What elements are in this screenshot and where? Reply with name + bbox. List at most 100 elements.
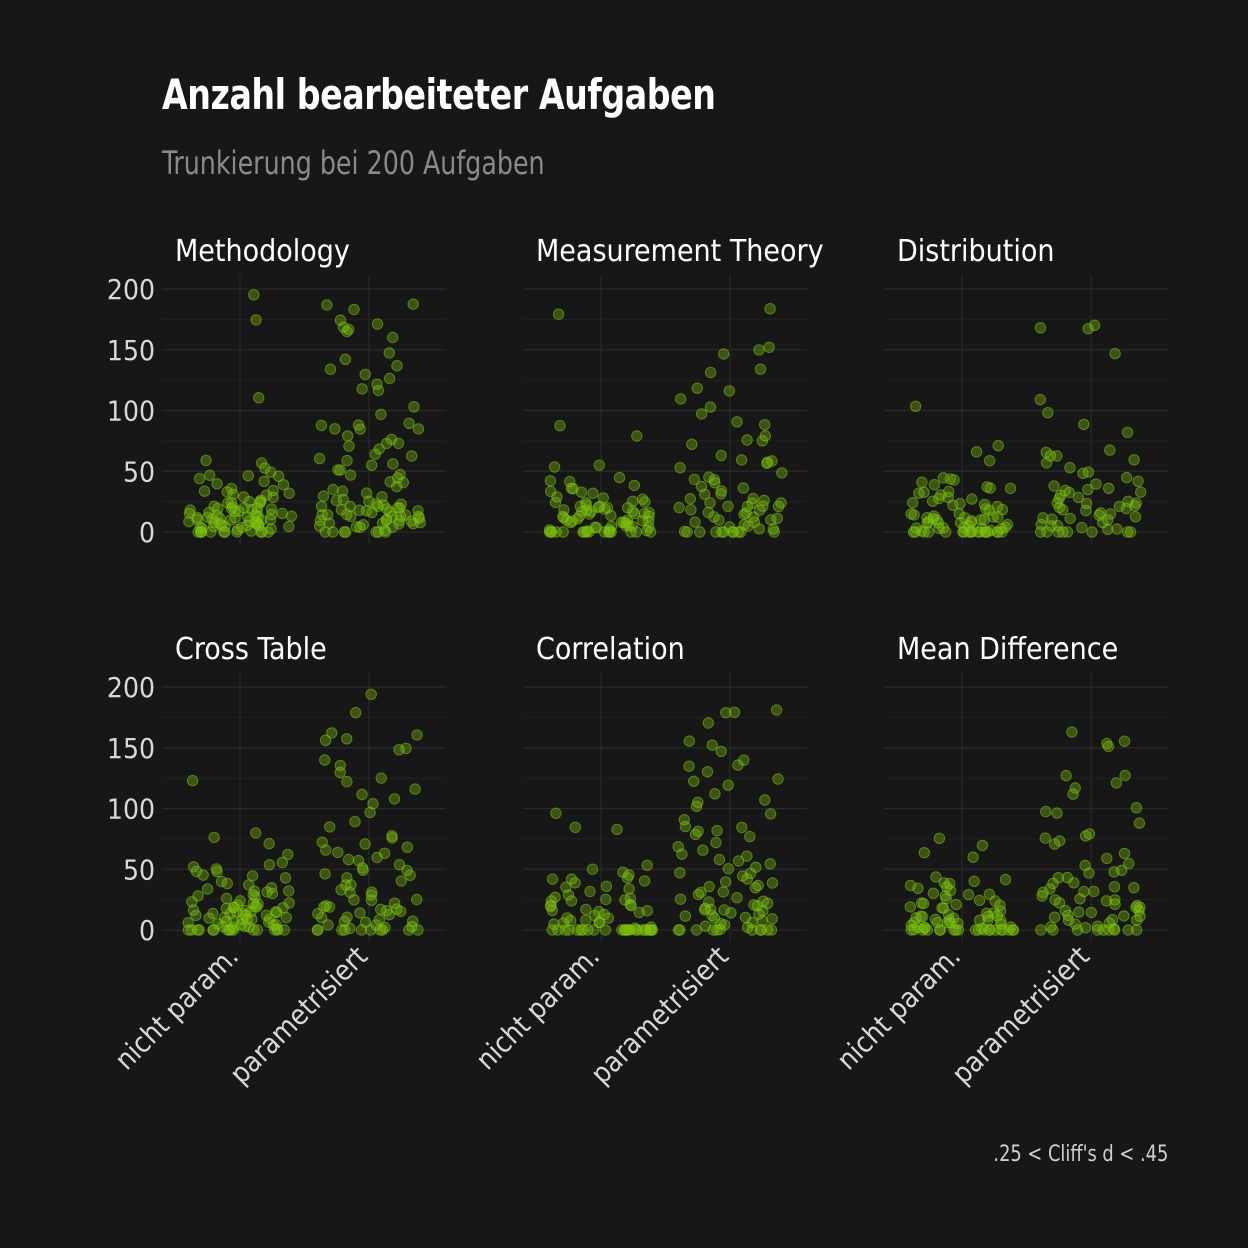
data-point	[344, 469, 357, 481]
data-point	[279, 872, 292, 884]
data-point	[319, 868, 331, 880]
data-point	[195, 526, 207, 538]
data-point	[766, 913, 778, 925]
data-point	[1071, 924, 1084, 936]
data-point	[354, 423, 366, 435]
data-point	[203, 912, 215, 924]
data-point	[1129, 511, 1142, 523]
data-point	[207, 520, 220, 533]
data-point	[731, 892, 743, 904]
data-point	[391, 360, 403, 372]
data-point	[320, 844, 332, 856]
data-point	[588, 924, 600, 936]
data-point	[1039, 832, 1052, 844]
data-point	[984, 482, 996, 494]
data-point	[695, 408, 708, 420]
data-point	[916, 476, 928, 488]
data-point	[1057, 526, 1069, 538]
data-point	[625, 899, 637, 912]
data-point	[393, 514, 406, 526]
data-point	[1077, 467, 1089, 479]
data-point	[207, 924, 219, 936]
data-point	[722, 779, 734, 791]
data-point	[400, 742, 412, 755]
data-point	[404, 869, 416, 881]
data-point	[355, 924, 368, 936]
data-point	[1103, 482, 1115, 494]
data-point	[679, 820, 692, 833]
data-point	[643, 515, 655, 528]
data-point	[679, 910, 691, 922]
data-point	[364, 806, 376, 819]
data-point	[552, 308, 565, 320]
data-point	[704, 401, 717, 413]
data-point	[1119, 769, 1131, 782]
data-point	[580, 914, 592, 926]
data-point	[359, 368, 371, 381]
data-point	[715, 745, 727, 758]
data-point	[732, 855, 745, 867]
data-point	[994, 899, 1006, 911]
data-point	[1035, 924, 1047, 936]
data-point	[1086, 526, 1098, 538]
data-point	[933, 522, 945, 535]
data-point	[764, 303, 776, 315]
data-point	[741, 434, 753, 446]
data-point	[220, 892, 233, 905]
data-point	[1037, 512, 1049, 524]
data-point	[972, 526, 984, 538]
data-point	[1082, 483, 1094, 496]
data-point	[221, 877, 234, 890]
data-point	[701, 766, 714, 778]
data-point	[401, 841, 413, 853]
data-point	[720, 707, 732, 719]
y-tick-label: 0	[139, 914, 155, 947]
data-point	[1133, 817, 1146, 829]
data-point	[190, 909, 202, 922]
data-point	[255, 526, 267, 538]
data-point	[411, 729, 423, 741]
data-point	[408, 401, 420, 413]
y-tick-label: 100	[107, 395, 155, 428]
data-point	[1128, 454, 1140, 466]
data-point	[395, 905, 407, 918]
data-point	[544, 475, 557, 487]
chart-caption: .25 < Cliff's d < .45	[993, 1142, 1168, 1167]
data-point	[393, 744, 405, 756]
data-point	[1091, 924, 1104, 936]
data-point	[1118, 735, 1131, 747]
data-point	[702, 717, 714, 729]
data-point	[259, 462, 271, 474]
data-point	[905, 924, 917, 936]
x-tick-label: nicht param.	[830, 940, 967, 1077]
data-point	[403, 417, 415, 429]
data-point	[727, 526, 739, 538]
data-point	[688, 775, 700, 787]
data-point	[933, 492, 945, 505]
data-point	[718, 348, 730, 360]
data-point	[962, 888, 975, 901]
data-point	[1130, 802, 1143, 814]
data-point	[907, 526, 920, 538]
data-point	[350, 706, 362, 719]
data-point	[683, 735, 695, 747]
y-tick-label: 100	[107, 793, 155, 826]
data-point	[684, 493, 696, 505]
data-point	[1047, 877, 1059, 890]
data-point	[753, 908, 765, 920]
data-point	[995, 915, 1007, 927]
data-point	[208, 831, 220, 844]
data-point	[689, 516, 701, 528]
data-point	[1108, 881, 1121, 893]
data-point	[703, 880, 715, 893]
facet-label: Distribution	[897, 234, 1054, 269]
data-point	[406, 450, 418, 462]
data-point	[191, 924, 204, 936]
data-point	[731, 416, 743, 428]
data-point	[927, 887, 940, 899]
data-point	[336, 924, 348, 936]
data-point	[918, 486, 930, 498]
data-point	[644, 526, 657, 538]
data-point	[1082, 323, 1094, 335]
data-point	[681, 526, 693, 538]
